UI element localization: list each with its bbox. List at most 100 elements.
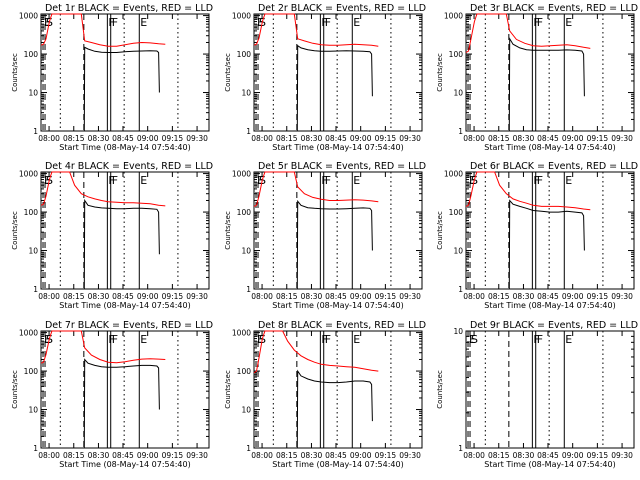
x-tick-label: 09:15: [375, 292, 397, 301]
series-line-lld: [465, 13, 591, 53]
y-tick-label: 10: [28, 247, 38, 256]
marker-label: E: [565, 333, 572, 346]
marker-label: F: [321, 16, 327, 29]
y-tick-label: 1: [246, 127, 251, 136]
x-tick-label: 08:30: [301, 134, 323, 143]
x-tick-label: 08:00: [38, 134, 60, 143]
x-tick-label: 08:45: [537, 451, 559, 460]
y-axis-label: Counts/sec: [11, 211, 19, 250]
series-line-lld: [40, 171, 166, 207]
x-tick-label: 08:45: [537, 134, 559, 143]
detector-panel-1: Det 1r BLACK = Events, RED = LLD 1 10 100 10…: [11, 3, 213, 152]
x-tick-label: 09:15: [162, 134, 184, 143]
marker-label: E: [469, 174, 476, 187]
detector-panel-5: Det 5r BLACK = Events, RED = LLD 1 10 100 10…: [224, 161, 426, 310]
x-tick-label: 09:00: [350, 134, 372, 143]
y-tick-label: 1: [246, 444, 251, 453]
x-tick-label: 09:15: [162, 292, 184, 301]
detector-panel-8: Det 8r BLACK = Events, RED = LLD 1 10 100 10…: [224, 320, 426, 469]
y-tick-label: 10: [28, 406, 38, 415]
plot-frame: [465, 330, 635, 449]
x-tick-label: 08:15: [488, 292, 510, 301]
panel-title: Det 9r BLACK = Events, RED = LLD: [470, 320, 638, 331]
y-tick-label: 1: [246, 285, 251, 294]
x-tick-label: 09:15: [587, 134, 609, 143]
y-tick-label: 1: [33, 444, 38, 453]
marker-label: F: [112, 333, 118, 346]
marker-label: E: [469, 333, 476, 346]
x-tick-label: 09:30: [186, 134, 208, 143]
series-line-lld: [253, 171, 379, 207]
x-tick-label: 09:30: [186, 292, 208, 301]
series-line-events: [508, 199, 585, 290]
x-tick-label: 08:30: [513, 451, 535, 460]
marker-label: F: [321, 174, 327, 187]
marker-label: F: [108, 16, 114, 29]
x-tick-label: 09:00: [137, 134, 159, 143]
marker-label: E: [257, 333, 264, 346]
x-tick-label: 08:00: [463, 292, 485, 301]
x-tick-label: 09:00: [137, 451, 159, 460]
x-tick-label: 08:15: [63, 292, 85, 301]
marker-label: F: [325, 174, 331, 187]
series-line-lld: [465, 171, 591, 211]
marker-label: F: [325, 333, 331, 346]
x-tick-label: 09:00: [350, 451, 372, 460]
x-tick-label: 08:15: [488, 134, 510, 143]
series-line-events: [296, 369, 373, 449]
y-tick-label: 100: [237, 50, 252, 59]
x-axis-label: Start Time (08-May-14 07:54:40): [484, 143, 615, 152]
series-line-lld: [253, 13, 379, 47]
marker-label: E: [565, 174, 572, 187]
marker-label: E: [44, 174, 51, 187]
series-line-lld: [40, 13, 166, 47]
x-tick-label: 08:00: [251, 451, 273, 460]
x-tick-label: 08:00: [251, 134, 273, 143]
marker-label: F: [533, 333, 539, 346]
y-tick-label: 1: [458, 127, 463, 136]
y-axis-label: Counts/sec: [436, 53, 444, 92]
series-line-events: [296, 199, 373, 290]
marker-label: F: [112, 174, 118, 187]
x-tick-label: 08:45: [112, 134, 134, 143]
y-tick-label: 1000: [444, 12, 463, 21]
x-tick-label: 08:30: [513, 134, 535, 143]
marker-label: F: [112, 16, 118, 29]
plot-frame: [40, 330, 210, 449]
x-tick-label: 08:00: [38, 292, 60, 301]
x-tick-label: 09:00: [562, 134, 584, 143]
marker-label: E: [257, 174, 264, 187]
x-tick-label: 08:45: [325, 451, 347, 460]
x-tick-label: 08:30: [513, 292, 535, 301]
x-tick-label: 09:00: [137, 292, 159, 301]
x-tick-label: 08:45: [112, 292, 134, 301]
detector-panel-3: Det 3r BLACK = Events, RED = LLD 1 10 100 10…: [436, 3, 638, 152]
marker-label: E: [353, 16, 360, 29]
y-axis-label: Counts/sec: [11, 370, 19, 409]
x-axis-label: Start Time (08-May-14 07:54:40): [59, 143, 190, 152]
panel-title: Det 1r BLACK = Events, RED = LLD: [45, 3, 213, 14]
series-line-lld: [40, 330, 166, 364]
marker-label: F: [108, 174, 114, 187]
x-axis-label: Start Time (08-May-14 07:54:40): [484, 460, 615, 469]
detector-panel-6: Det 6r BLACK = Events, RED = LLD 1 10 100 10…: [436, 161, 638, 310]
marker-label: F: [533, 174, 539, 187]
marker-label: F: [321, 333, 327, 346]
y-tick-label: 100: [237, 367, 252, 376]
x-axis-label: Start Time (08-May-14 07:54:40): [272, 143, 403, 152]
marker-label: F: [537, 16, 543, 29]
x-tick-label: 09:15: [375, 134, 397, 143]
plot-frame: [253, 171, 423, 290]
x-tick-label: 09:30: [399, 292, 421, 301]
marker-label: F: [325, 16, 331, 29]
y-axis-label: Counts/sec: [436, 370, 444, 409]
plot-frame: [253, 13, 423, 132]
detector-panel-9: Det 9r BLACK = Events, RED = LLD 1 10 08:00…: [436, 320, 638, 469]
series-line-events: [508, 37, 585, 132]
y-axis-label: Counts/sec: [224, 211, 232, 250]
series-line-lld: [253, 330, 379, 374]
panel-title: Det 8r BLACK = Events, RED = LLD: [258, 320, 426, 331]
x-axis-label: Start Time (08-May-14 07:54:40): [59, 460, 190, 469]
marker-label: E: [44, 333, 51, 346]
plot-frame: [465, 13, 635, 132]
